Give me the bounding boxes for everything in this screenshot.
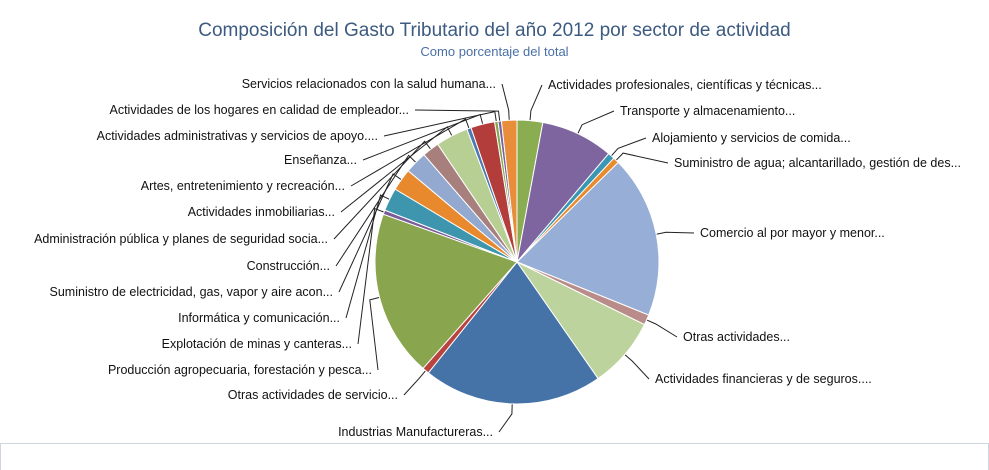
pie-slice-20[interactable] (500, 119, 518, 263)
pie-connector-5 (646, 319, 678, 338)
chart-subtitle: Como porcentaje del total (420, 44, 569, 59)
pie-label-17: Enseñanza... (284, 153, 357, 167)
pie-label-12: Suministro de electricidad, gas, vapor y… (50, 285, 333, 299)
pie-connector-2 (610, 137, 647, 157)
pie-label-20: Servicios relacionados con la salud huma… (242, 77, 496, 91)
chart-title: Composición del Gasto Tributario del año… (198, 20, 791, 41)
pie-connector-0 (529, 84, 543, 121)
pie-label-4: Comercio al por mayor y menor... (700, 226, 885, 240)
pie-connector-6 (624, 354, 650, 380)
pie-slice-7[interactable] (427, 261, 599, 405)
pie-label-18: Actividades administrativas y servicios … (97, 129, 378, 143)
pie-label-8: Otras actividades de servicio... (228, 388, 398, 402)
pie-label-16: Artes, entretenimiento y recreación... (141, 179, 345, 193)
pie-label-1: Transporte y almacenamiento... (620, 104, 795, 118)
pie-label-14: Administración pública y planes de segur… (34, 232, 328, 246)
pie-connector-7 (498, 403, 513, 433)
frame-bottom-line (0, 443, 989, 444)
pie-connector-20 (501, 83, 510, 121)
pie-connector-11 (345, 194, 390, 319)
pie-connector-19 (414, 109, 501, 122)
pie-connector-14 (333, 140, 432, 240)
pie-label-6: Actividades financieras y de seguros.... (655, 372, 872, 386)
pie-label-5: Otras actividades... (683, 330, 790, 344)
pie-connector-13 (335, 154, 417, 267)
frame-left-edge (0, 443, 1, 470)
pie-connector-12 (338, 173, 402, 293)
pie-label-13: Construcción... (247, 259, 330, 273)
pie-label-11: Informática y comunicación... (178, 311, 340, 325)
pie-label-15: Actividades inmobiliarias... (188, 205, 335, 219)
pie-connector-18 (383, 110, 497, 137)
pie-connector-8 (403, 370, 426, 396)
pie-label-9: Producción agropecuaria, forestación y p… (108, 363, 372, 377)
pie-connector-3 (615, 152, 669, 164)
pie-label-19: Actividades de los hogares en calidad de… (110, 103, 410, 117)
pie-label-10: Explotación de minas y canteras... (162, 337, 352, 351)
pie-label-7: Industrias Manufactureras... (338, 425, 493, 439)
pie-slice-9[interactable] (374, 213, 518, 370)
pie-slice-4[interactable] (516, 161, 660, 316)
pie-connector-1 (577, 110, 615, 134)
pie-connector-16 (350, 118, 470, 187)
pie-label-0: Actividades profesionales, científicas y… (548, 78, 822, 92)
pie-connector-10 (357, 207, 385, 345)
pie-connector-9 (369, 296, 380, 371)
pie-connector-4 (656, 231, 695, 235)
pie-label-2: Alojamiento y servicios de comida... (652, 131, 851, 145)
pie-label-3: Suministro de agua; alcantarillado, gest… (674, 156, 961, 170)
